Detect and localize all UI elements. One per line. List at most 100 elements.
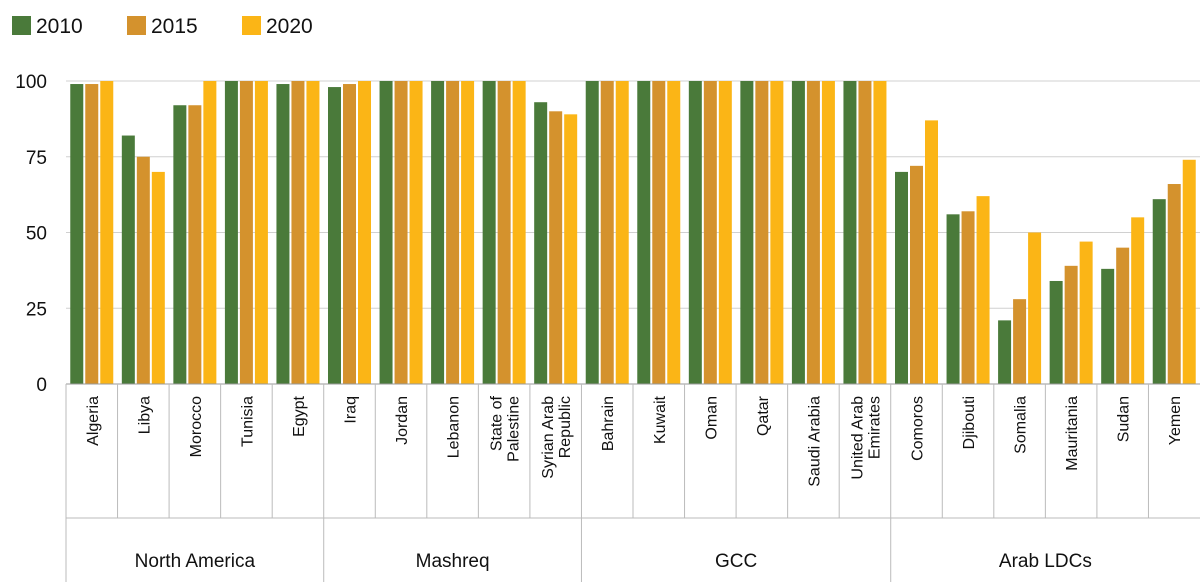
- x-tick-label-lebanon: Lebanon: [446, 396, 463, 458]
- x-tick-label-line: Djibouti: [961, 396, 978, 449]
- bar-united-arab-emirates-2010: [843, 81, 857, 384]
- bar-oman-2010: [688, 81, 702, 384]
- bar-state-of-palestine-2015: [497, 81, 511, 384]
- bar-libya-2020: [151, 171, 165, 384]
- bar-morocco-2015: [188, 105, 202, 385]
- bar-syrian-arab-republic-2010: [534, 102, 548, 385]
- bar-libya-2015: [136, 156, 150, 384]
- y-tick-label-100: 100: [15, 72, 47, 93]
- x-tick-label-line: Qatar: [755, 395, 772, 436]
- x-tick-label-line: Emirates: [866, 396, 883, 459]
- bar-jordan-2020: [409, 81, 423, 384]
- x-axis: Algeria Libya Morocco Tunisia Egypt Iraq Jorda…: [65, 383, 1200, 582]
- x-tick-label-line: Comoros: [910, 396, 927, 461]
- y-tick-label-75: 75: [26, 148, 47, 169]
- bar-egypt-2015: [291, 81, 305, 384]
- bars: [70, 81, 1196, 385]
- x-tick-label-line: Kuwait: [652, 395, 669, 444]
- x-tick-label-line: Lebanon: [446, 396, 463, 458]
- bar-kuwait-2020: [667, 81, 681, 384]
- bar-somalia-2015: [1013, 299, 1027, 384]
- bar-iraq-2020: [358, 81, 371, 384]
- bar-comoros-2020: [925, 120, 938, 384]
- x-tick-label-line: Bahrain: [600, 396, 617, 451]
- x-tick-label-bahrain: Bahrain: [600, 396, 617, 451]
- bar-lebanon-2010: [431, 81, 445, 384]
- x-tick-label-line: Yemen: [1167, 396, 1184, 445]
- x-tick-label-united-arab-emirates: United ArabEmirates: [849, 396, 883, 480]
- group-label-arab-ldcs: Arab LDCs: [999, 551, 1092, 572]
- bar-comoros-2015: [910, 165, 923, 384]
- bar-saudi-arabia-2020: [821, 81, 835, 384]
- x-tick-label-iraq: Iraq: [343, 396, 360, 424]
- bar-djibouti-2010: [946, 214, 960, 384]
- x-tick-label-somalia: Somalia: [1013, 396, 1030, 454]
- x-tick-label-yemen: Yemen: [1167, 396, 1184, 445]
- x-tick-label-djibouti: Djibouti: [961, 396, 978, 449]
- group-label-mashreq: Mashreq: [416, 551, 490, 572]
- bar-bahrain-2020: [615, 81, 629, 384]
- bar-iraq-2015: [343, 84, 356, 384]
- bar-egypt-2010: [276, 84, 290, 384]
- bar-iraq-2010: [328, 87, 341, 384]
- group-label-gcc: GCC: [715, 551, 757, 572]
- x-tick-label-line: Jordan: [394, 396, 411, 445]
- bar-tunisia-2020: [254, 81, 268, 384]
- x-tick-label-qatar: Qatar: [755, 395, 772, 436]
- x-tick-label-sudan: Sudan: [1116, 396, 1133, 442]
- x-tick-label-line: Libya: [136, 396, 153, 434]
- x-tick-label-line: Oman: [703, 396, 720, 440]
- x-tick-label-state-of-palestine: State ofPalestine: [489, 395, 523, 461]
- x-tick-label-line: Egypt: [291, 395, 308, 436]
- bar-united-arab-emirates-2015: [858, 81, 872, 384]
- x-tick-label-line: Sudan: [1116, 396, 1133, 442]
- bar-syrian-arab-republic-2020: [564, 114, 578, 384]
- bar-somalia-2020: [1028, 232, 1042, 384]
- bar-saudi-arabia-2010: [791, 81, 805, 384]
- x-tick-label-line: Saudi Arabia: [806, 396, 823, 487]
- legend: 2010 2015 2020: [12, 15, 313, 38]
- bar-algeria-2015: [85, 84, 99, 384]
- bar-mauritania-2015: [1064, 265, 1078, 384]
- bar-morocco-2020: [203, 81, 217, 384]
- legend-swatch-2015: [127, 16, 146, 35]
- x-tick-label-egypt: Egypt: [291, 395, 308, 436]
- bar-qatar-2015: [755, 81, 769, 384]
- bar-kuwait-2010: [637, 81, 651, 384]
- bar-somalia-2010: [998, 320, 1012, 384]
- x-tick-label-line: Palestine: [506, 396, 523, 462]
- bar-kuwait-2015: [652, 81, 666, 384]
- bar-sudan-2020: [1131, 217, 1145, 384]
- bar-algeria-2010: [70, 84, 84, 384]
- legend-label-2010: 2010: [36, 15, 83, 38]
- bar-yemen-2010: [1152, 199, 1166, 384]
- bar-tunisia-2010: [224, 81, 238, 384]
- legend-swatch-2010: [12, 16, 31, 35]
- bar-sudan-2015: [1116, 247, 1130, 384]
- x-tick-label-oman: Oman: [703, 396, 720, 440]
- bar-jordan-2010: [379, 81, 393, 384]
- bar-state-of-palestine-2010: [482, 81, 496, 384]
- x-tick-label-line: Somalia: [1013, 396, 1030, 454]
- x-tick-label-line: Mauritania: [1064, 396, 1081, 471]
- x-tick-label-algeria: Algeria: [85, 396, 102, 446]
- bar-jordan-2015: [394, 81, 408, 384]
- x-tick-label-line: United Arab: [849, 396, 866, 480]
- bar-yemen-2020: [1182, 159, 1196, 384]
- x-tick-label-comoros: Comoros: [910, 396, 927, 461]
- x-tick-label-line: Republic: [557, 396, 574, 458]
- y-tick-label-25: 25: [26, 299, 47, 320]
- bar-comoros-2010: [895, 171, 908, 384]
- x-tick-label-syrian-arab-republic: Syrian ArabRepublic: [540, 396, 574, 479]
- bar-djibouti-2020: [976, 196, 990, 384]
- x-tick-label-line: Syrian Arab: [540, 396, 557, 479]
- bar-lebanon-2020: [461, 81, 475, 384]
- bar-syrian-arab-republic-2015: [549, 111, 563, 385]
- bar-saudi-arabia-2015: [806, 81, 820, 384]
- x-tick-label-mauritania: Mauritania: [1064, 396, 1081, 471]
- bar-lebanon-2015: [446, 81, 460, 384]
- bar-qatar-2010: [740, 81, 754, 384]
- bar-bahrain-2015: [600, 81, 614, 384]
- bar-algeria-2020: [100, 81, 114, 384]
